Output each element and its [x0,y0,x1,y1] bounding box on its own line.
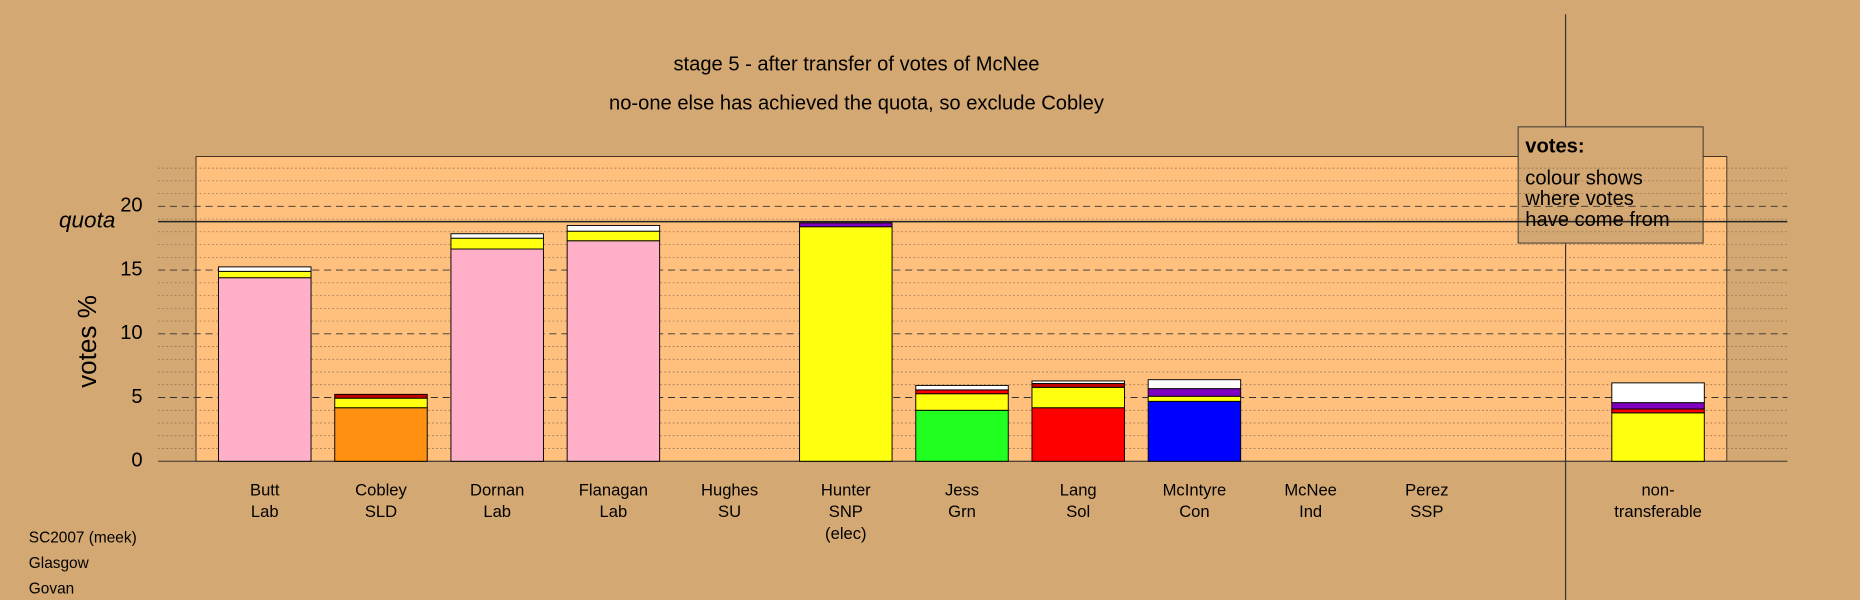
footer-text: Govan [29,580,74,597]
x-tick-label: (elec) [825,524,867,543]
x-tick-label: Jess [945,480,979,499]
bar-segment [1147,395,1242,402]
x-tick-label: Sol [1066,502,1090,521]
legend-box [1517,126,1704,244]
x-tick-label: Grn [948,502,976,521]
bar-segment [799,226,893,462]
bar-segment [1031,386,1125,409]
x-tick-label: non- [1641,480,1674,499]
bar-segment [1147,400,1242,462]
y-tick-label: 15 [120,258,142,280]
x-tick-label: Lab [600,502,628,521]
x-tick-label: Flanagan [579,480,648,499]
legend-text: where votes [1524,188,1634,210]
bar-segment [566,230,661,242]
bar-segment [450,233,544,239]
chart-subtitle: no-one else has achieved the quota, so e… [609,93,1105,115]
x-tick-label: Dornan [470,480,524,499]
bar-segment [1031,383,1125,388]
bar-segment [915,384,1009,391]
bar-segment [218,277,312,462]
bar-segment [799,222,893,228]
x-tick-label: transferable [1614,502,1702,521]
bar-segment [1147,379,1242,390]
x-tick-label: Cobley [355,480,407,499]
legend-title: votes: [1525,135,1584,157]
legend: votes: [1517,126,1704,244]
bar-segment [1611,412,1705,462]
bar-segment [1031,407,1125,462]
legend-text: colour shows [1525,167,1643,189]
y-tick-label: 5 [131,386,142,408]
x-tick-label: Lab [483,502,511,521]
bar-segment [1611,408,1705,414]
x-tick-label: Perez [1405,480,1448,499]
footer-text: SC2007 (meek) [29,529,137,546]
bar-segment [450,248,544,462]
bar-segment [1031,380,1125,384]
x-tick-label: Lang [1060,480,1097,499]
y-tick-label: 0 [131,450,142,472]
bar-segment [566,224,661,232]
bar-segment [218,266,312,272]
bar-segment [566,240,661,462]
footer-text: Glasgow [29,555,90,572]
bar-segment [915,389,1009,395]
legend-text: have come from [1525,209,1669,231]
x-tick-label: SSP [1410,502,1443,521]
bar-segment [1611,402,1705,410]
chart-title: stage 5 - after transfer of votes of McN… [673,54,1039,76]
x-tick-label: Hunter [821,480,871,499]
bar-segment [450,237,544,250]
x-tick-label: Ind [1299,502,1322,521]
bar-segment [218,270,312,279]
x-tick-label: SNP [829,502,863,521]
quota-label: quota [59,208,115,233]
y-tick-label: 20 [120,195,142,217]
bar-segment [1147,388,1242,397]
y-tick-label: 10 [120,322,142,344]
x-tick-label: SU [718,502,741,521]
x-tick-label: Hughes [701,480,758,499]
x-tick-label: McIntyre [1163,480,1227,499]
bar-segment [334,407,428,462]
bar-segment [334,393,428,399]
x-tick-label: Butt [250,480,280,499]
bar-segment [1611,382,1705,404]
bar-segment [915,409,1009,462]
x-tick-label: Lab [251,502,279,521]
bar-segment [334,397,428,409]
x-tick-label: SLD [365,502,397,521]
x-tick-label: Con [1179,502,1209,521]
x-tick-label: McNee [1284,480,1337,499]
y-axis-label: votes % [72,295,102,388]
bar-segment [915,393,1009,411]
